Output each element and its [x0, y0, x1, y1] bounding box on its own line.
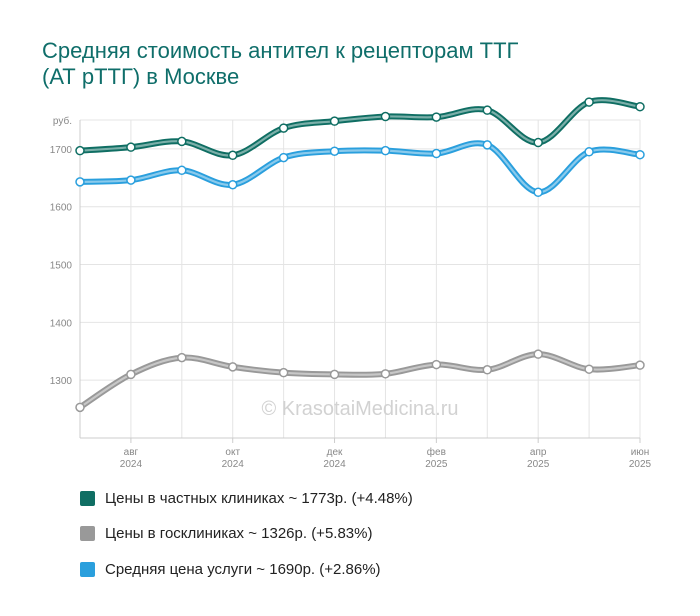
data-point-average [380, 145, 391, 156]
data-point-average [635, 149, 645, 160]
data-point-public [278, 367, 289, 378]
data-point-private [482, 105, 493, 115]
x-tick-label-year: 2025 [425, 459, 448, 470]
data-point-average [431, 148, 442, 159]
data-point-private [227, 150, 238, 161]
data-point-average [584, 147, 594, 157]
data-point-private [329, 116, 340, 126]
data-point-private [533, 137, 543, 148]
data-point-average [482, 140, 493, 150]
y-tick-label: 1300 [50, 376, 73, 387]
line-chart: 13001400150016001700руб.авг2024окт2024де… [50, 97, 652, 470]
legend-item-average[interactable]: Средняя цена услуги ~ 1690р. (+2.86%) [80, 558, 413, 580]
x-tick-label-month: дек [327, 447, 343, 458]
data-point-public [431, 359, 442, 370]
x-tick-label-month: авг [124, 447, 139, 458]
data-point-public [482, 365, 493, 375]
data-point-private [380, 111, 391, 122]
legend-label-average: Средняя цена услуги ~ 1690р. (+2.86%) [105, 560, 381, 578]
legend-swatch-public [80, 526, 95, 541]
y-tick-label: 1400 [50, 318, 73, 329]
y-tick-label: 1500 [50, 261, 73, 272]
data-point-public [75, 402, 85, 413]
x-tick-label-year: 2024 [120, 459, 143, 470]
x-tick-label-year: 2025 [629, 459, 652, 470]
x-tick-label-month: апр [530, 447, 547, 458]
data-point-public [329, 369, 340, 380]
data-point-public [126, 369, 136, 380]
y-tick-label: 1600 [50, 203, 73, 214]
chart-title: Средняя стоимость антител к рецепторам Т… [42, 38, 682, 90]
data-point-private [75, 145, 85, 156]
data-point-average [75, 177, 85, 187]
chart-title-line-2: (АТ рТТГ) в Москве [42, 64, 240, 89]
data-point-average [533, 187, 543, 198]
data-point-average [227, 180, 238, 190]
legend-item-public[interactable]: Цены в госклиниках ~ 1326р. (+5.83%) [80, 523, 413, 545]
x-tick-label-month: июн [631, 447, 650, 458]
legend-label-public: Цены в госклиниках ~ 1326р. (+5.83%) [105, 525, 373, 542]
data-point-average [329, 146, 340, 156]
legend-swatch-private [80, 490, 95, 506]
data-point-private [126, 142, 136, 152]
data-point-average [126, 175, 136, 185]
data-point-private [278, 123, 289, 133]
data-point-average [278, 152, 289, 163]
x-tick-label-year: 2024 [222, 459, 245, 470]
data-point-public [635, 360, 645, 370]
data-point-average [177, 165, 187, 176]
x-tick-label-year: 2025 [527, 459, 550, 470]
data-point-public [533, 349, 543, 359]
data-point-public [584, 364, 594, 374]
legend-item-private[interactable]: Цены в частных клиниках ~ 1773р. (+4.48%… [80, 487, 413, 509]
data-point-private [635, 101, 645, 112]
data-point-private [584, 97, 594, 107]
legend: Цены в частных клиниках ~ 1773р. (+4.48%… [80, 487, 413, 594]
y-tick-label: 1700 [50, 145, 73, 156]
legend-swatch-average [80, 561, 95, 577]
legend-label-private: Цены в частных клиниках ~ 1773р. (+4.48%… [105, 489, 413, 507]
x-tick-label-month: фев [427, 446, 446, 458]
data-point-public [177, 352, 187, 363]
data-point-private [431, 112, 442, 122]
data-point-public [380, 369, 391, 379]
data-point-private [177, 136, 187, 147]
x-tick-label-year: 2024 [323, 459, 346, 470]
series-line-private [77, 97, 643, 159]
y-unit-label: руб. [53, 115, 72, 127]
chart-title-line-1: Средняя стоимость антител к рецепторам Т… [42, 38, 519, 63]
data-point-public [227, 362, 238, 372]
watermark: © KrasotaiMedicina.ru [261, 398, 458, 420]
x-tick-label-month: окт [225, 447, 240, 458]
